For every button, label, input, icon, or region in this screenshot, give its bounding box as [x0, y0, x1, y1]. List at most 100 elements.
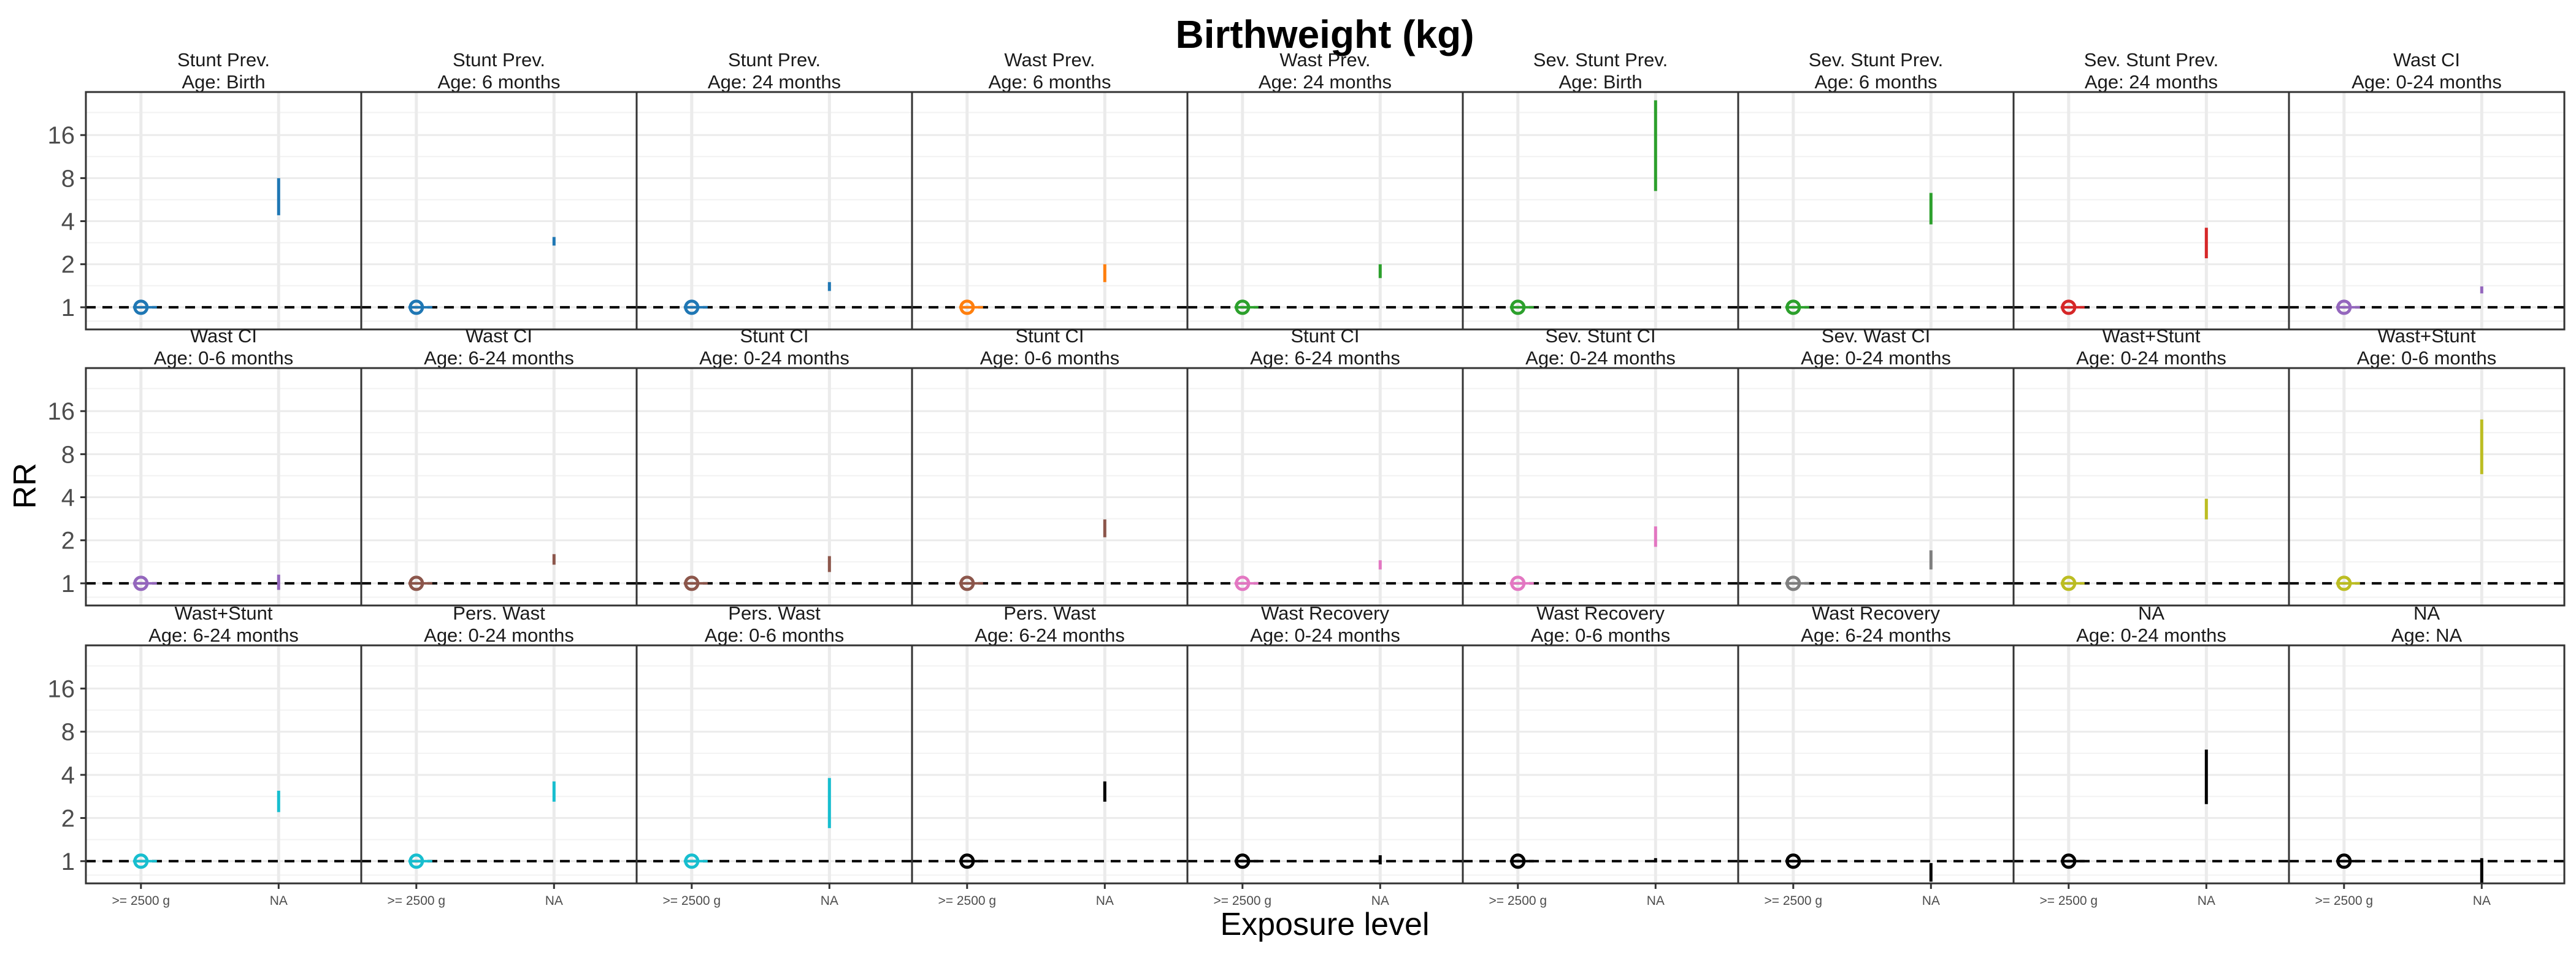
reference-point-marker — [1235, 299, 1251, 315]
y-tick-label: 2 — [61, 252, 75, 279]
panel-strip-label: Stunt Prev. — [177, 49, 270, 71]
x-tick-label: >= 2500 g — [2040, 894, 2098, 908]
panel-strip-label: NA — [2413, 602, 2440, 624]
panel-strip-label: Wast Recovery — [1812, 602, 1941, 624]
y-tick-label: 4 — [61, 762, 75, 789]
panel-6: Sev. Stunt Prev.Age: 6 months — [1737, 49, 2015, 331]
panel-strip-label: Age: 0-24 months — [2076, 625, 2226, 646]
y-tick-label: 4 — [61, 209, 75, 236]
x-tick-label: NA — [545, 894, 563, 908]
panel-strip-label: Age: Birth — [182, 71, 265, 93]
panel-strip-label: Stunt Prev. — [453, 49, 545, 71]
panel-border — [2288, 367, 2566, 607]
reference-point-marker — [2336, 299, 2352, 315]
y-tick-label: 8 — [61, 719, 75, 746]
panel-strip-label: Sev. Stunt CI — [1545, 325, 1655, 347]
reference-point-marker — [408, 299, 424, 315]
panel-strip-label: Age: 6 months — [438, 71, 561, 93]
panel-strip-label: Age: 24 months — [708, 71, 841, 93]
reference-point-marker — [408, 853, 424, 869]
panel-strip-label: Pers. Wast — [1003, 602, 1096, 624]
x-axis-title: Exposure level — [1220, 907, 1429, 942]
reference-point-marker — [133, 575, 149, 591]
panel-strip-label: Age: 0-6 months — [2357, 347, 2496, 369]
reference-point-marker — [2061, 853, 2077, 869]
x-tick-label: NA — [1096, 894, 1114, 908]
panel-strip-label: Age: 0-24 months — [1250, 625, 1400, 646]
panel-strip-label: Age: 0-24 months — [699, 347, 849, 369]
reference-point-marker — [133, 299, 149, 315]
reference-point-marker — [1235, 853, 1251, 869]
panel-strip-label: Age: 0-24 months — [2076, 347, 2226, 369]
y-tick-label: 1 — [61, 294, 75, 321]
y-axis-title: RR — [7, 463, 43, 509]
reference-point-marker — [2336, 853, 2352, 869]
panel-strip-label: Wast+Stunt — [2378, 325, 2476, 347]
panel-strip-label: NA — [2138, 602, 2164, 624]
reference-point-marker — [1510, 575, 1526, 591]
x-tick-label: >= 2500 g — [112, 894, 171, 908]
reference-point-marker — [408, 575, 424, 591]
chart-title: Birthweight (kg) — [1175, 12, 1474, 56]
panel-strip-label: Wast+Stunt — [175, 602, 273, 624]
panel-strip-label: Wast CI — [190, 325, 257, 347]
panel-strip-label: Wast+Stunt — [2103, 325, 2201, 347]
panel-strip-label: Pers. Wast — [728, 602, 821, 624]
reference-point-marker — [959, 299, 975, 315]
x-tick-label: >= 2500 g — [1214, 894, 1272, 908]
panel-3: Wast Prev.Age: 6 months — [911, 49, 1189, 331]
y-tick-label: 2 — [61, 528, 75, 555]
panel-strip-label: Age: 0-24 months — [2352, 71, 2502, 93]
panel-strip-label: Age: Birth — [1558, 71, 1642, 93]
panel-strip-label: Age: 0-24 months — [424, 625, 574, 646]
panel-strip-label: Stunt CI — [1016, 325, 1084, 347]
panel-strip-label: Age: 0-6 months — [154, 347, 293, 369]
panel-strip-label: Age: 0-24 months — [1801, 347, 1951, 369]
x-tick-label: >= 2500 g — [388, 894, 446, 908]
panel-strip-label: Sev. Wast CI — [1822, 325, 1930, 347]
x-tick-label: >= 2500 g — [1765, 894, 1823, 908]
reference-point-marker — [1785, 575, 1801, 591]
panel-5: Sev. Stunt Prev.Age: Birth — [1462, 49, 1739, 331]
panel-strip-label: Age: NA — [2391, 625, 2463, 646]
x-tick-label: NA — [270, 894, 288, 908]
panel-strip-label: Age: 6-24 months — [1801, 625, 1951, 646]
x-tick-label: NA — [2473, 894, 2491, 908]
panel-strip-label: Pers. Wast — [453, 602, 545, 624]
panel-border — [2288, 91, 2566, 331]
y-tick-label: 16 — [48, 675, 75, 702]
panel-strip-label: Age: 6-24 months — [424, 347, 574, 369]
reference-point-marker — [1235, 575, 1251, 591]
y-tick-label: 8 — [61, 441, 75, 468]
panel-strip-label: Age: 0-6 months — [1531, 625, 1670, 646]
panel-strip-label: Sev. Stunt Prev. — [1809, 49, 1943, 71]
panel-strip-label: Age: 24 months — [1259, 71, 1392, 93]
reference-point-marker — [1785, 853, 1801, 869]
panel-strip-label: Age: 0-6 months — [980, 347, 1119, 369]
panel-strip-label: Age: 6 months — [1815, 71, 1938, 93]
y-tick-label: 4 — [61, 485, 75, 512]
reference-point-marker — [133, 853, 149, 869]
reference-point-marker — [684, 575, 700, 591]
y-tick-label: 16 — [48, 398, 75, 425]
panel-strip-label: Age: 6-24 months — [148, 625, 299, 646]
reference-point-marker — [1785, 299, 1801, 315]
y-tick-label: 1 — [61, 571, 75, 598]
panel-0: Stunt Prev.Age: Birth 1 2 4 8 16 — [48, 49, 362, 331]
panel-strip-label: Wast Recovery — [1536, 602, 1665, 624]
reference-point-marker — [959, 853, 975, 869]
panel-strip-label: Wast Prev. — [1004, 49, 1095, 71]
panel-strip-label: Wast CI — [466, 325, 532, 347]
panel-strip-label: Age: 24 months — [2085, 71, 2218, 93]
